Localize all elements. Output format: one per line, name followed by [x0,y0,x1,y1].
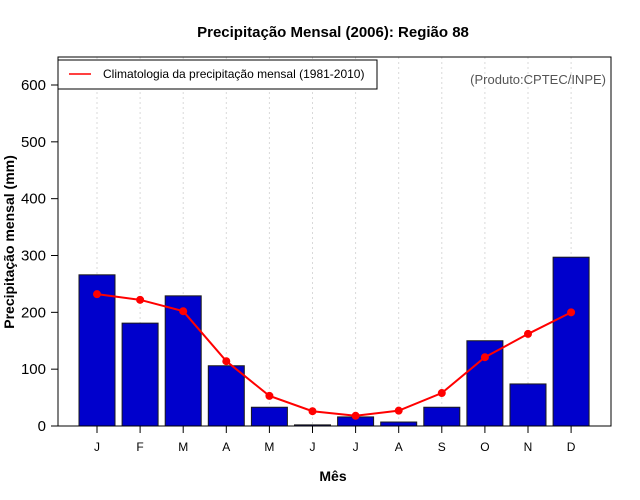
bar [509,383,547,427]
climatology-point [394,406,403,415]
y-tick-label: 400 [21,191,46,208]
climatology-point [567,308,576,317]
climatology-point [351,411,360,420]
x-tick-label: N [524,440,533,454]
x-tick-label: F [136,440,143,454]
bar [207,365,245,427]
x-tick-label: J [94,440,100,454]
y-tick-label: 100 [21,361,46,378]
y-tick-label: 300 [21,248,46,265]
y-tick-label: 0 [38,418,46,435]
bar [250,406,288,427]
y-axis: 0 100 200 300 400 500 600 [21,77,59,435]
climatology-point [179,307,188,316]
legend-box [57,59,378,90]
climatology-point [265,391,274,400]
x-tick-label: M [178,440,188,454]
bar [164,295,202,427]
x-tick-label: D [567,440,576,454]
climatology-point [93,290,101,299]
y-tick-label: 600 [21,77,46,94]
y-axis-title: Precipitação mensal (mm) [1,155,17,329]
x-tick-label: O [480,440,489,454]
bar [121,322,159,427]
climatology-point [308,407,317,416]
x-tick-label: M [264,440,274,454]
bar [78,274,116,427]
credit-annotation: (Produto:CPTEC/INPE) [470,72,606,87]
climatology-line [93,290,576,420]
climatology-point [437,389,446,398]
x-tick-label: A [222,440,230,454]
y-tick-label: 200 [21,304,46,321]
x-axis-title: Mês [319,468,346,484]
bar [552,256,590,427]
x-tick-label: A [395,440,403,454]
climatology-polyline [96,293,572,417]
legend-label: Climatologia da precipitação mensal (198… [103,67,364,81]
y-tick-label: 500 [21,134,46,151]
bar [423,406,461,427]
bar [380,421,418,427]
grid-lines [96,57,572,426]
climatology-point [136,295,145,304]
x-tick-label: J [310,440,316,454]
climatology-point [524,329,532,338]
legend: Climatologia da precipitação mensal (198… [57,59,378,90]
chart-title: Precipitação Mensal (2006): Região 88 [197,24,469,41]
climatology-point [222,357,231,366]
climatology-point [480,353,489,362]
x-tick-label: J [353,440,359,454]
x-tick-label: S [438,440,446,454]
